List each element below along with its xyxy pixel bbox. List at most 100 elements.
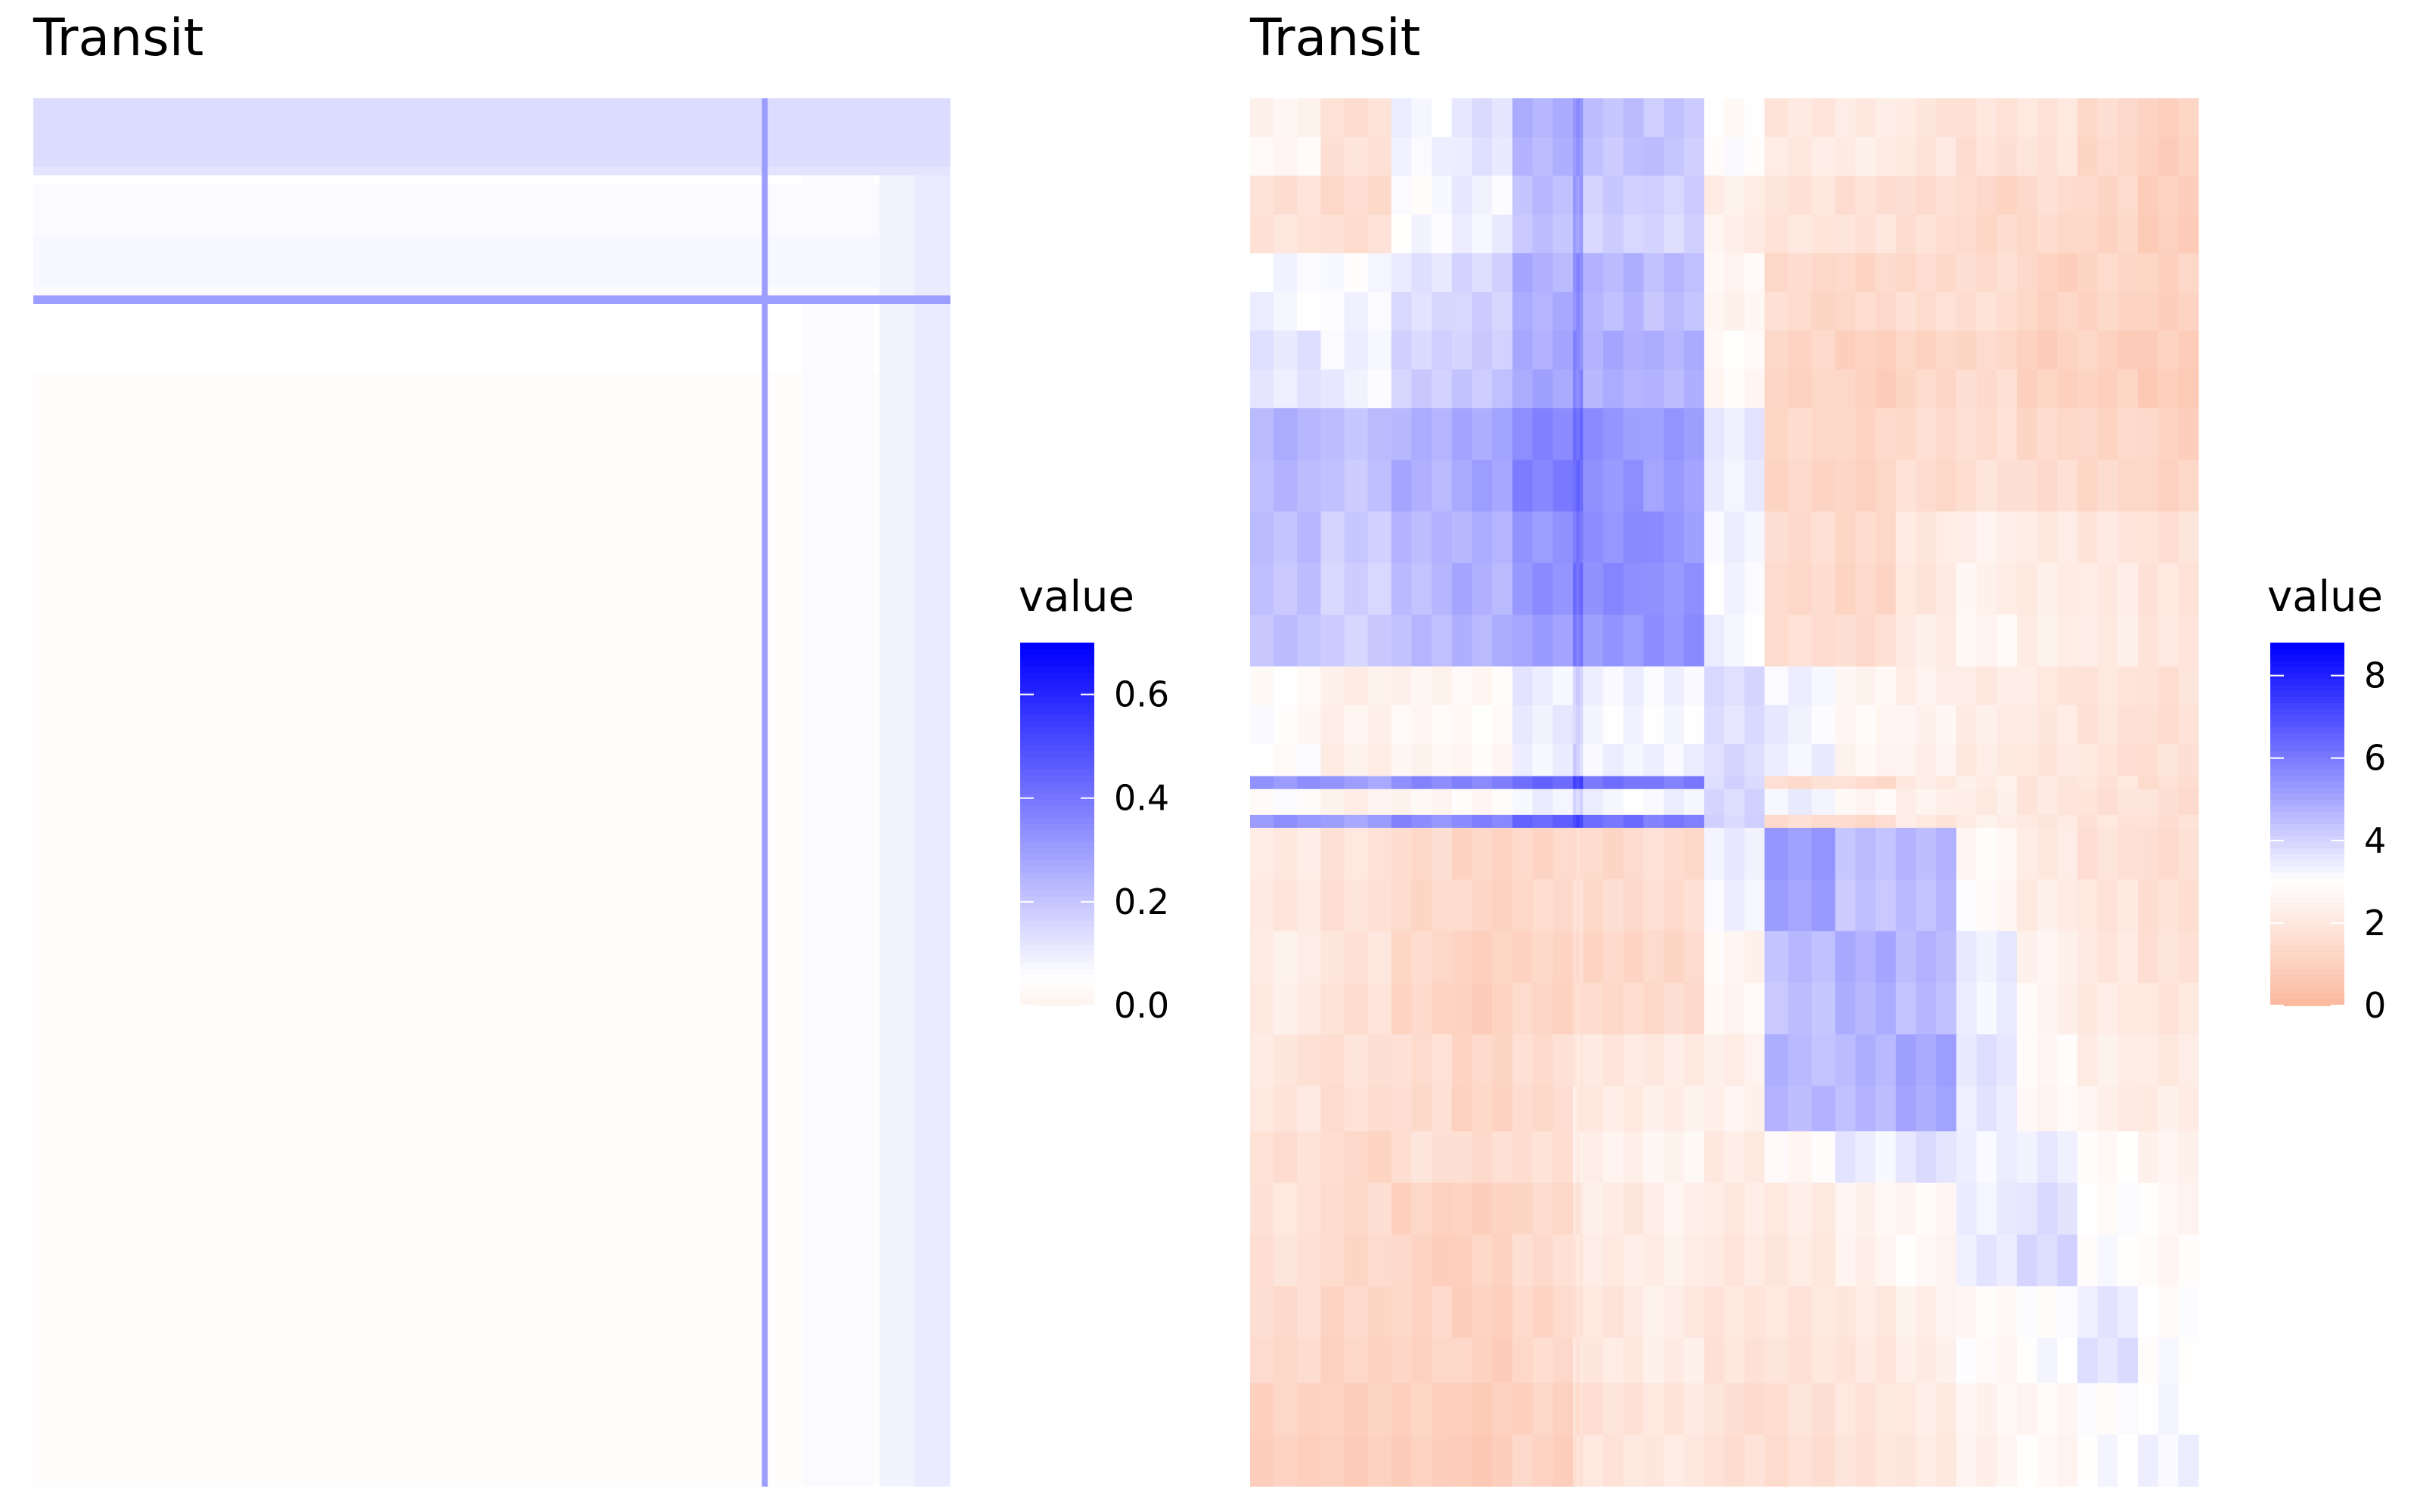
- heatmap-cell: [2118, 879, 2139, 932]
- heatmap-cell: [1788, 1131, 1813, 1184]
- heatmap-cell: [914, 295, 951, 305]
- heatmap-cell: [620, 372, 657, 442]
- heatmap-cell: [1512, 407, 1534, 460]
- heatmap-cell: [1344, 931, 1369, 984]
- heatmap-cell: [1297, 814, 1321, 829]
- heatmap-cell: [2016, 460, 2038, 513]
- heatmap-cell: [409, 1006, 445, 1076]
- heatmap-cell: [1835, 982, 1857, 1035]
- heatmap-cell: [1895, 253, 1917, 293]
- heatmap-cell: [2016, 982, 2038, 1035]
- colorbar-segment: [1020, 981, 1094, 988]
- heatmap-cell: [339, 166, 375, 176]
- heatmap-cell: [162, 287, 199, 296]
- colorbar-segment: [1020, 969, 1094, 976]
- heatmap-cell: [2077, 1286, 2099, 1339]
- heatmap-cell: [620, 287, 657, 296]
- heatmap-cell: [233, 166, 269, 176]
- heatmap-cell: [409, 937, 445, 1007]
- heatmap-cell: [762, 449, 768, 459]
- heatmap-cell: [762, 98, 768, 168]
- heatmap-cell: [1683, 330, 1705, 370]
- heatmap-cell: [1895, 705, 1917, 745]
- heatmap-cell: [1553, 1383, 1574, 1436]
- heatmap-cell: [1744, 407, 1765, 460]
- heatmap-cell: [1956, 98, 1978, 138]
- heatmap-cell: [1976, 982, 1997, 1035]
- heatmap-cell: [339, 1281, 375, 1350]
- heatmap-cell: [2158, 137, 2179, 177]
- heatmap-cell: [1744, 705, 1765, 745]
- heatmap-cell: [656, 304, 692, 373]
- heatmap-cell: [1976, 407, 1997, 460]
- heatmap-cell: [1367, 137, 1392, 177]
- heatmap-cell: [409, 664, 445, 733]
- heatmap-cell: [1835, 789, 1857, 816]
- heatmap-cell: [1996, 562, 2018, 615]
- heatmap-cell: [762, 304, 768, 373]
- heatmap-cell: [1835, 1182, 1857, 1235]
- heatmap-cell: [1472, 330, 1493, 370]
- heatmap-cell: [762, 1281, 768, 1350]
- heatmap-cell: [691, 287, 728, 296]
- heatmap-cell: [479, 937, 516, 1007]
- heatmap-cell: [1411, 879, 1432, 932]
- heatmap-cell: [1532, 1234, 1553, 1287]
- heatmap-cell: [1602, 460, 1624, 513]
- heatmap-cell: [1663, 743, 1685, 777]
- heatmap-cell: [1367, 330, 1392, 370]
- heatmap-cell: [1250, 931, 1274, 984]
- heatmap-cell: [1572, 827, 1577, 880]
- heatmap-cell: [2077, 214, 2099, 254]
- heatmap-cell: [515, 1006, 551, 1076]
- heatmap-cell: [656, 1006, 692, 1076]
- heatmap-cell: [1663, 214, 1685, 254]
- heatmap-cell: [1532, 98, 1553, 138]
- heatmap-cell: [762, 1143, 768, 1213]
- heatmap-cell: [1512, 1337, 1534, 1383]
- heatmap-cell: [33, 166, 93, 176]
- heatmap-cell: [1876, 827, 1897, 880]
- heatmap-cell: [268, 664, 304, 733]
- heatmap-cell: [1895, 931, 1917, 984]
- heatmap-cell: [802, 526, 839, 596]
- heatmap-cell: [1976, 253, 1997, 293]
- heatmap-cell: [1553, 743, 1574, 777]
- heatmap-cell: [1579, 666, 1584, 706]
- heatmap-cell: [1250, 1234, 1274, 1287]
- heatmap-cell: [1623, 1182, 1644, 1235]
- heatmap-cell: [409, 184, 445, 236]
- heatmap-cell: [1683, 562, 1705, 615]
- heatmap-cell: [233, 1212, 269, 1281]
- heatmap-cell: [1411, 292, 1432, 332]
- heatmap-cell: [92, 175, 128, 184]
- heatmap-cell: [1572, 175, 1577, 215]
- heatmap-cell: [479, 732, 516, 801]
- heatmap-cell: [268, 1418, 304, 1487]
- heatmap-cell: [127, 458, 163, 528]
- heatmap-cell: [1320, 214, 1345, 254]
- heatmap-cell: [2077, 330, 2099, 370]
- heatmap-cell: [1579, 1182, 1584, 1235]
- heatmap-cell: [1976, 1286, 1997, 1339]
- heatmap-cell: [726, 1281, 762, 1350]
- colorbar-segment: [2270, 866, 2344, 873]
- heatmap-cell: [1744, 615, 1765, 668]
- heatmap-cell: [33, 1212, 93, 1281]
- colorbar-segment: [1020, 860, 1094, 867]
- heatmap-cell: [762, 869, 768, 939]
- heatmap-cell: [1895, 1337, 1917, 1383]
- heatmap-cell: [1411, 1182, 1432, 1235]
- heatmap-cell: [1472, 511, 1493, 564]
- heatmap-cell: [444, 1212, 481, 1281]
- heatmap-cell: [1579, 982, 1584, 1035]
- heatmap-cell: [1704, 1182, 1725, 1235]
- heatmap-cell: [1623, 1286, 1644, 1339]
- heatmap-cell: [2077, 511, 2099, 564]
- heatmap-cell: [1602, 666, 1624, 706]
- heatmap-cell: [1643, 1434, 1665, 1487]
- heatmap-cell: [1704, 460, 1725, 513]
- heatmap-cell: [1576, 292, 1581, 332]
- heatmap-cell: [2077, 814, 2099, 829]
- heatmap-cell: [409, 304, 445, 373]
